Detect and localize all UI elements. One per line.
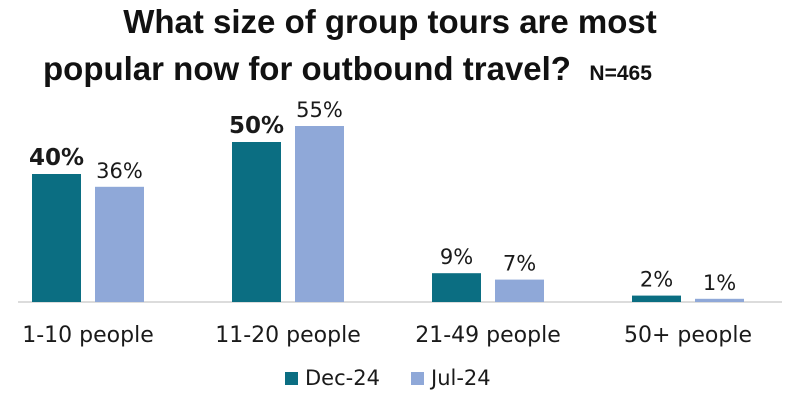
- legend-swatch-dec-24: [285, 372, 298, 385]
- value-label-dec-24-2: 9%: [440, 245, 473, 269]
- category-label-0: 1-10 people: [22, 323, 154, 348]
- legend-label-dec-24: Dec-24: [305, 366, 380, 390]
- value-label-dec-24-0: 40%: [29, 145, 84, 171]
- chart-title-line-1: What size of group tours are most: [123, 3, 657, 40]
- bar-dec-24-2: [432, 273, 481, 302]
- legend: Dec-24 Jul-24: [285, 366, 491, 390]
- value-labels: 40% 36% 50% 55% 9% 7% 2% 1%: [29, 98, 736, 295]
- bar-dec-24-3: [632, 295, 681, 302]
- value-label-dec-24-3: 2%: [640, 268, 673, 292]
- legend-label-jul-24: Jul-24: [429, 366, 491, 390]
- bar-jul-24-2: [495, 279, 544, 302]
- bar-jul-24-3: [695, 298, 744, 302]
- chart-title-line-2: popular now for outbound travel?: [43, 50, 571, 87]
- chart-title: What size of group tours are most popula…: [43, 3, 657, 87]
- bar-jul-24-1: [295, 126, 344, 302]
- category-label-3: 50+ people: [624, 323, 752, 348]
- category-labels: 1-10 people 11-20 people 21-49 people 50+ p…: [22, 323, 752, 348]
- legend-swatch-jul-24: [411, 372, 424, 385]
- bar-dec-24-1: [232, 142, 281, 302]
- value-label-jul-24-1: 55%: [296, 98, 343, 122]
- bars: [32, 126, 744, 302]
- value-label-jul-24-3: 1%: [703, 271, 736, 295]
- chart-title-line-2-group: popular now for outbound travel? N=465: [43, 50, 652, 87]
- bar-jul-24-0: [95, 186, 144, 302]
- category-label-1: 11-20 people: [215, 323, 361, 348]
- bar-dec-24-0: [32, 174, 81, 302]
- category-label-2: 21-49 people: [415, 323, 561, 348]
- value-label-dec-24-1: 50%: [229, 113, 284, 139]
- value-label-jul-24-2: 7%: [503, 252, 536, 276]
- chart-sample-size: N=465: [589, 62, 652, 85]
- value-label-jul-24-0: 36%: [96, 159, 143, 183]
